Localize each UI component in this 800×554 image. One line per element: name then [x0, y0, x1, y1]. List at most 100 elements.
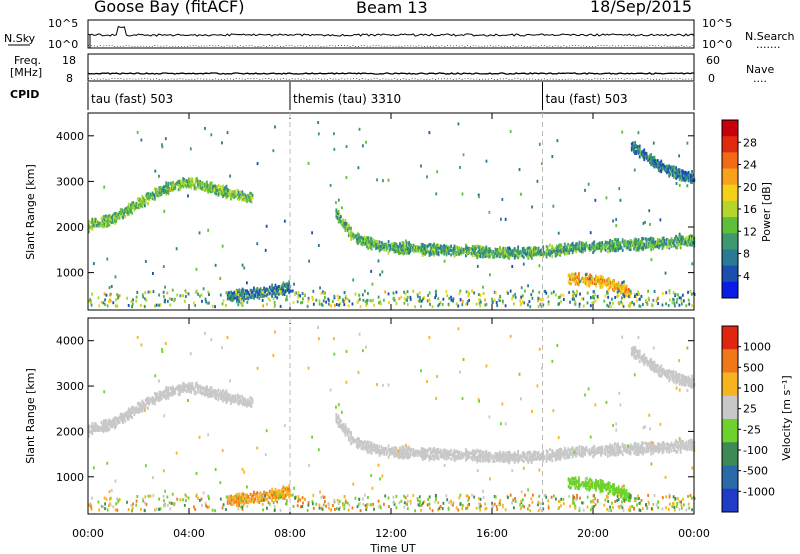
velocity-cell	[217, 388, 220, 392]
power-cell	[237, 296, 239, 300]
power-cell	[342, 220, 345, 224]
velocity-cell	[130, 407, 132, 412]
power-cell	[678, 303, 681, 307]
power-cell	[469, 247, 472, 251]
velocity-cell	[155, 396, 157, 401]
velocity-cell	[570, 447, 573, 451]
power-cell	[421, 250, 424, 254]
power-cell	[492, 255, 495, 259]
velocity-cell	[604, 449, 607, 453]
velocity-cell	[659, 448, 662, 452]
velocity-cell	[242, 494, 245, 498]
power-cell	[231, 294, 234, 298]
nave-label: Nave	[746, 63, 774, 76]
power-cell	[568, 281, 571, 286]
power-cell	[167, 181, 170, 185]
velocity-cell	[637, 450, 640, 454]
power-cell	[322, 299, 325, 303]
y-tick-label: 1000	[56, 267, 84, 280]
power-cell	[249, 196, 252, 200]
velocity-cell	[646, 442, 649, 446]
power-cell	[132, 201, 135, 205]
power-cell	[281, 289, 284, 293]
power-cell	[139, 303, 142, 307]
velocity-cell	[178, 391, 181, 395]
velocity-cell	[562, 452, 565, 456]
velocity-cell	[450, 457, 453, 461]
power-cell	[554, 247, 557, 251]
velocity-cell	[654, 366, 657, 370]
velocity-cell	[404, 453, 407, 457]
power-cell	[583, 243, 585, 247]
power-cell	[680, 302, 683, 306]
velocity-cell	[584, 480, 587, 484]
velocity-cell	[187, 386, 190, 390]
power-cell	[243, 192, 246, 197]
velocity-cell	[144, 405, 147, 409]
velocity-cell	[647, 449, 650, 453]
velocity-cell	[239, 495, 242, 500]
power-cell	[170, 185, 173, 189]
power-cell	[599, 274, 602, 278]
velocity-cell	[220, 391, 223, 395]
power-cell	[268, 298, 271, 302]
velocity-cell	[585, 445, 588, 449]
power-cell	[393, 250, 396, 254]
power-cell	[513, 247, 516, 251]
velocity-cell	[688, 441, 691, 446]
velocity-cell	[591, 485, 594, 489]
power-cell	[289, 289, 292, 293]
power-cell	[691, 174, 693, 178]
velocity-cell	[543, 456, 546, 461]
velocity-cell	[165, 396, 168, 401]
velocity-cell	[199, 387, 202, 391]
velocity-cell	[597, 484, 600, 488]
power-cell	[317, 243, 320, 247]
velocity-cell	[105, 426, 107, 431]
velocity-cell	[243, 496, 246, 501]
power-cell	[447, 251, 450, 256]
nsky-right-tick-top: 10^5	[702, 17, 732, 30]
power-cell	[604, 294, 607, 298]
velocity-cell	[98, 428, 101, 432]
velocity-cell	[137, 410, 140, 414]
nsky-left-tick-bottom: 10^0	[48, 38, 78, 51]
power-cell	[250, 293, 253, 297]
velocity-cell	[592, 455, 595, 459]
power-cell	[115, 298, 118, 302]
power-cell	[672, 175, 675, 179]
power-cell	[665, 291, 668, 295]
power-cell	[576, 292, 578, 296]
velocity-cell	[642, 449, 645, 454]
velocity-cell	[344, 433, 347, 437]
power-cell	[347, 233, 350, 238]
velocity-cell	[414, 451, 417, 456]
power-cell	[159, 190, 162, 195]
power-cell	[147, 290, 150, 294]
velocity-cell	[240, 493, 243, 497]
nsky-right-tick-bottom: 10^0	[702, 38, 732, 51]
velocity-cell	[367, 450, 370, 455]
velocity-cell	[613, 451, 616, 455]
velocity-cell	[627, 492, 630, 496]
velocity-cell	[237, 502, 239, 506]
power-cell	[669, 242, 672, 246]
power-cell	[514, 249, 517, 253]
velocity-cell	[271, 490, 273, 494]
power-cell	[166, 185, 169, 189]
power-cell	[144, 291, 147, 295]
velocity-cell	[683, 378, 685, 382]
velocity-cell	[526, 451, 529, 455]
velocity-cell	[379, 452, 382, 456]
velocity-cell	[590, 482, 593, 486]
velocity-cell	[152, 399, 155, 403]
power-cell	[516, 253, 518, 257]
power-cell	[588, 246, 591, 251]
velocity-cell	[147, 401, 149, 405]
power-cell	[573, 279, 576, 283]
power-cell	[240, 195, 243, 199]
power-cell	[563, 252, 566, 256]
power-cell	[630, 142, 633, 146]
power-cell	[434, 290, 437, 294]
velocity-cell	[541, 457, 543, 461]
